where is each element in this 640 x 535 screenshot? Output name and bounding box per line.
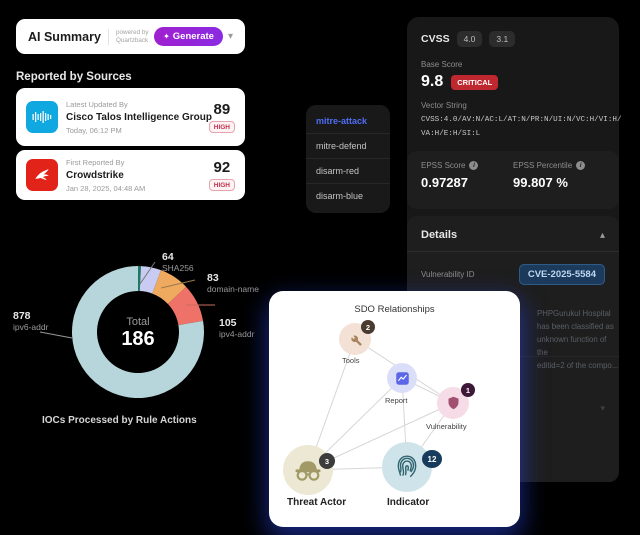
svg-text:186: 186 — [121, 328, 154, 350]
svg-text:Total: Total — [126, 316, 149, 328]
